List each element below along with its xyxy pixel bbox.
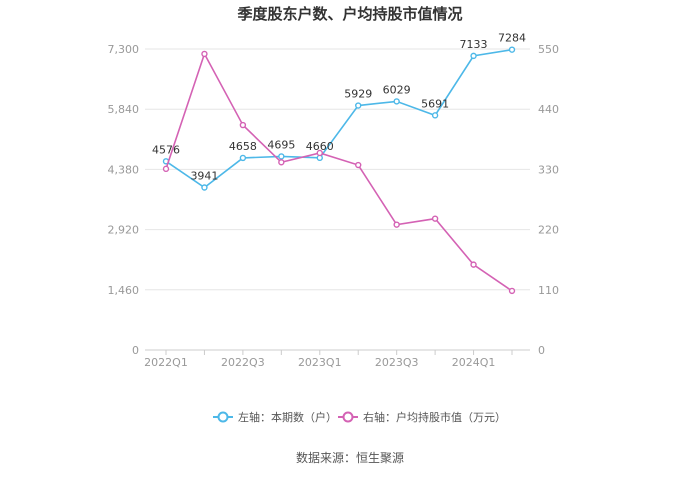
data-point[interactable] [278, 153, 285, 160]
data-point[interactable] [239, 121, 247, 129]
data-label: 4695 [267, 138, 295, 151]
data-label: 4658 [229, 140, 257, 153]
data-label: 4660 [306, 140, 334, 153]
series-line-1 [165, 51, 513, 292]
data-label: 7133 [460, 38, 488, 51]
chart-title: 季度股东户数、户均持股市值情况 [237, 5, 462, 23]
data-label: 3941 [190, 170, 218, 183]
left-tick-label: 2,920 [108, 224, 140, 237]
data-point[interactable] [162, 165, 170, 173]
data-point[interactable] [201, 50, 208, 58]
data-point[interactable] [508, 46, 516, 53]
left-tick-label: 4,380 [108, 163, 140, 176]
left-tick-label: 1,460 [108, 284, 140, 297]
data-label: 4576 [152, 143, 180, 156]
legend-label-avg-value: 右轴：户均持股市值（万元） [363, 410, 506, 424]
data-source: 数据来源：恒生聚源 [296, 450, 404, 465]
data-point[interactable] [278, 159, 285, 166]
data-point[interactable] [316, 149, 323, 157]
left-axis-ticks: 0 1,460 2,920 4,380 5,840 7,300 [108, 43, 140, 357]
legend-marker-avg-value [342, 411, 354, 423]
data-point[interactable] [431, 215, 439, 222]
legend-label-households: 左轴：本期数（户） [238, 410, 337, 424]
x-tick-label: 2024Q1 [452, 356, 496, 369]
data-point[interactable] [508, 287, 516, 295]
left-tick-label: 5,840 [108, 103, 140, 116]
legend-item-avg-value[interactable]: 右轴：户均持股市值（万元） [338, 410, 506, 424]
x-tick-label: 2023Q3 [375, 356, 419, 369]
data-point[interactable] [201, 184, 208, 191]
series-layer: 4576 3941 4658 4695 4660 5929 6029 5691 7133 7284 [152, 32, 526, 295]
left-tick-label: 0 [132, 344, 139, 357]
legend-item-households[interactable]: 左轴：本期数（户） [213, 410, 337, 424]
x-tick-label: 2023Q1 [298, 356, 342, 369]
x-tick-label: 2022Q1 [144, 356, 188, 369]
data-point[interactable] [239, 154, 247, 162]
data-point[interactable] [431, 112, 439, 119]
data-label: 6029 [383, 83, 411, 96]
legend: 左轴：本期数（户） 右轴：户均持股市值（万元） [213, 410, 506, 424]
series-line-0 [165, 48, 513, 189]
right-axis-ticks: 0 110 220 330 440 550 [538, 43, 559, 357]
data-point[interactable] [393, 221, 400, 228]
data-label: 5929 [344, 88, 372, 101]
data-point[interactable] [470, 261, 477, 268]
series-1 [162, 50, 516, 295]
data-point[interactable] [355, 102, 362, 109]
right-tick-label: 110 [538, 284, 559, 297]
left-tick-label: 7,300 [108, 43, 140, 56]
x-axis-ticks: 2022Q1 2022Q3 2023Q1 2023Q3 2024Q1 [144, 350, 513, 369]
right-tick-label: 330 [538, 163, 559, 176]
series-0: 4576 3941 4658 4695 4660 5929 6029 5691 7133 7284 [152, 32, 526, 191]
x-tick-label: 2022Q3 [221, 356, 265, 369]
data-label: 7284 [498, 32, 526, 45]
data-point[interactable] [470, 52, 477, 60]
legend-marker-households [217, 411, 229, 423]
right-tick-label: 0 [538, 344, 545, 357]
right-tick-label: 550 [538, 43, 559, 56]
data-point[interactable] [355, 161, 362, 169]
data-point[interactable] [393, 98, 400, 105]
data-label: 5691 [421, 97, 449, 110]
grid-lines [145, 48, 530, 351]
right-tick-label: 220 [538, 224, 559, 237]
right-tick-label: 440 [538, 103, 559, 116]
